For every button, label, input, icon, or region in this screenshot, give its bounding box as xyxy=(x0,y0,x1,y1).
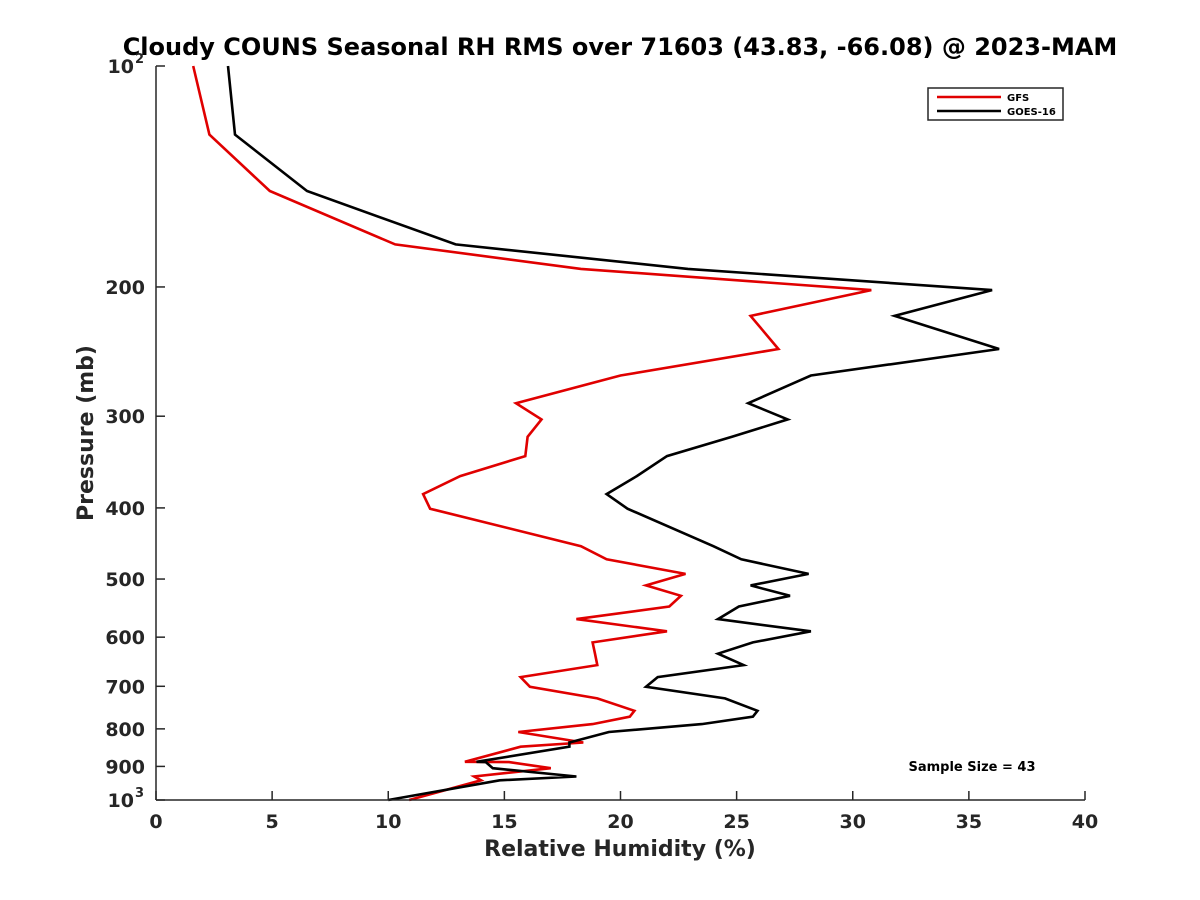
legend-label: GOES-16 xyxy=(1007,107,1056,118)
x-tick-label: 10 xyxy=(375,811,401,833)
x-tick-label: 25 xyxy=(723,811,749,833)
plot-background xyxy=(156,66,1085,800)
y-axis-label: Pressure (mb) xyxy=(74,345,99,521)
y-tick-label: 400 xyxy=(105,498,145,520)
y-tick-label: 600 xyxy=(105,627,145,649)
y-tick-label: 900 xyxy=(105,756,145,778)
y-tick-label: 700 xyxy=(105,676,145,698)
legend-label: GFS xyxy=(1007,93,1029,104)
x-axis-label: Relative Humidity (%) xyxy=(484,837,756,862)
y-tick-exponent: 2 xyxy=(135,52,144,67)
chart-title: Cloudy COUNS Seasonal RH RMS over 71603 … xyxy=(123,33,1118,61)
legend-box xyxy=(927,87,1064,121)
y-tick-label: 800 xyxy=(105,719,145,741)
y-tick-label: 200 xyxy=(105,277,145,299)
x-ticks: 0 5 10 15 20 25 30 35 40 xyxy=(149,791,1098,833)
x-tick-label: 35 xyxy=(956,811,982,833)
legend: GFS GOES-16 xyxy=(927,87,1064,121)
series-line-goes-16 xyxy=(226,65,1000,802)
x-tick-label: 0 xyxy=(149,811,162,833)
y-tick-label: 10 xyxy=(108,790,134,812)
x-tick-label: 30 xyxy=(840,811,866,833)
plot-area xyxy=(156,66,1085,800)
y-tick-label: 300 xyxy=(105,406,145,428)
y-tick-label: 10 xyxy=(108,56,134,78)
legend-items: GFS GOES-16 xyxy=(937,93,1056,118)
x-tick-label: 40 xyxy=(1072,811,1098,833)
sample-size-annotation: Sample Size = 43 xyxy=(908,760,1035,775)
y-tick-label: 500 xyxy=(105,569,145,591)
x-tick-label: 20 xyxy=(607,811,633,833)
x-tick-label: 15 xyxy=(491,811,517,833)
x-tick-label: 5 xyxy=(266,811,279,833)
series-layer xyxy=(191,65,1000,802)
series-line-gfs xyxy=(191,65,872,802)
y-tick-exponent: 3 xyxy=(135,786,144,801)
